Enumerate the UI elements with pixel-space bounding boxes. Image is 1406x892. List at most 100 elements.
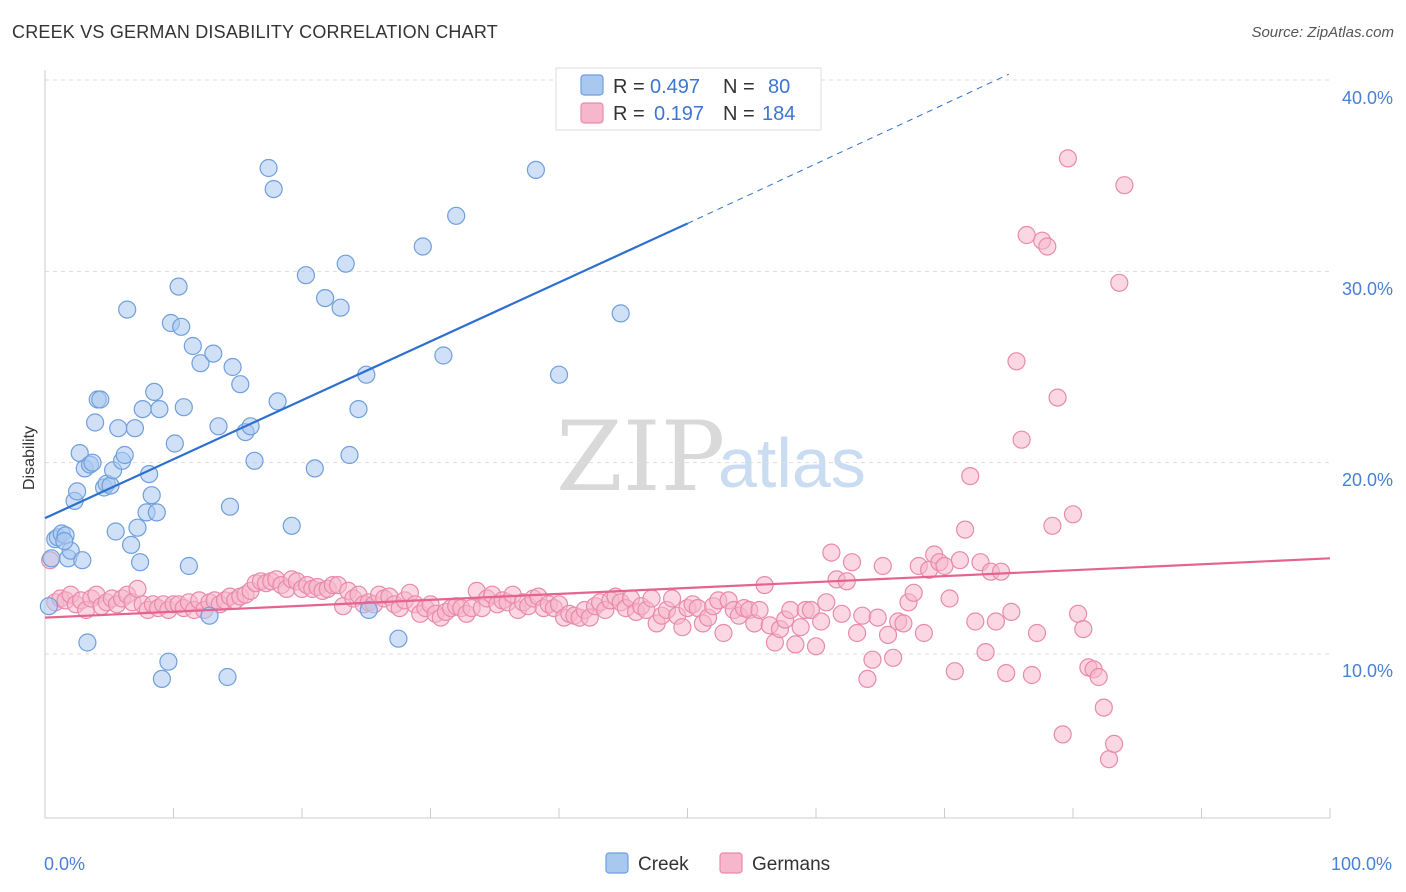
- creek-point-60: [264, 180, 283, 199]
- creek-point-54: [223, 357, 242, 377]
- german-point-205: [1094, 698, 1113, 717]
- creek-points: [39, 158, 630, 689]
- creek-point-26: [115, 445, 134, 465]
- legend-german-n-label: N =: [723, 103, 755, 125]
- german-point-207: [1104, 734, 1124, 754]
- creek-point-11: [73, 551, 92, 570]
- series-legend: Creek Germans: [605, 852, 830, 875]
- bottom-legend-german: Germans: [752, 854, 830, 875]
- creek-point-47: [183, 336, 202, 356]
- creek-point-71: [359, 600, 378, 620]
- stats-legend: R = 0.497 N = 80 R = 0.197 N = 184: [555, 67, 822, 131]
- creek-point-73: [413, 237, 432, 256]
- creek-point-13: [78, 633, 97, 652]
- creek-point-49: [200, 606, 219, 625]
- creek-point-79: [55, 531, 74, 551]
- german-point-175: [940, 589, 959, 608]
- german-point-123: [673, 618, 692, 637]
- creek-point-55: [231, 375, 250, 394]
- german-point-156: [842, 553, 862, 572]
- creek-point-16: [85, 413, 105, 432]
- y-tick-label-10: 10.0%: [1342, 661, 1393, 681]
- german-point-179: [961, 467, 980, 486]
- german-point-157: [847, 623, 867, 643]
- creek-point-28: [122, 535, 141, 555]
- x-tick-label-max: 100.0%: [1331, 854, 1392, 874]
- german-point-177: [950, 551, 970, 570]
- axes: [44, 70, 1331, 819]
- german-point-161: [868, 608, 887, 627]
- creek-point-64: [305, 459, 324, 478]
- creek-point-38: [150, 400, 169, 419]
- creek-point-35: [142, 486, 161, 505]
- german-point-163: [878, 625, 898, 645]
- german-point-200: [1068, 604, 1088, 623]
- german-point-168: [904, 583, 923, 602]
- creek-point-42: [165, 434, 184, 453]
- german-point-121: [662, 589, 682, 608]
- creek-point-46: [179, 556, 198, 576]
- legend-german-r-value: 0.197: [654, 103, 704, 125]
- creek-point-67: [336, 254, 355, 273]
- trend-lines: [44, 73, 1331, 619]
- german-point-117: [642, 589, 661, 608]
- x-tick-label-min: 0.0%: [44, 854, 85, 874]
- legend-swatch-german: [580, 102, 604, 124]
- german-point-199: [1063, 505, 1083, 524]
- y-tick-label-40: 40.0%: [1342, 88, 1393, 108]
- creek-point-36: [145, 382, 164, 401]
- creek-point-53: [220, 497, 240, 516]
- creek-point-51: [209, 417, 228, 436]
- y-axis-title: Disability: [21, 426, 38, 490]
- bottom-legend-swatch-creek: [605, 852, 629, 874]
- german-point-189: [1012, 430, 1031, 449]
- german-point-194: [1038, 237, 1057, 256]
- bottom-legend-creek: Creek: [638, 854, 689, 875]
- creek-point-45: [174, 398, 193, 417]
- german-point-192: [1027, 623, 1047, 643]
- german-point-206: [1099, 750, 1119, 769]
- german-point-182: [976, 642, 995, 662]
- creek-point-48: [191, 354, 210, 373]
- creek-point-32: [133, 400, 152, 419]
- german-point-186: [997, 663, 1016, 683]
- creek-point-61: [268, 392, 287, 411]
- creek-trend-line: [44, 222, 688, 520]
- creek-point-52: [218, 667, 237, 687]
- creek-point-30: [128, 518, 147, 537]
- german-trend-line: [44, 557, 1331, 619]
- creek-trend-extension: [687, 73, 1009, 224]
- german-point-158: [853, 606, 872, 625]
- watermark-zip: ZIP: [556, 401, 725, 513]
- german-point-176: [945, 662, 964, 681]
- creek-point-75: [447, 206, 466, 225]
- german-point-187: [1002, 602, 1021, 622]
- source-label: Source: ZipAtlas.com: [1251, 24, 1394, 41]
- legend-creek-r-value: 0.497: [650, 76, 700, 98]
- creek-point-62: [282, 516, 301, 535]
- german-point-184: [986, 612, 1006, 631]
- german-point-188: [1007, 352, 1026, 371]
- german-point-150: [811, 612, 831, 631]
- german-point-196: [1048, 388, 1067, 407]
- creek-point-15: [83, 453, 102, 472]
- german-point-180: [966, 612, 985, 631]
- creek-point-77: [549, 365, 569, 384]
- creek-point-68: [340, 445, 359, 465]
- creek-point-58: [245, 451, 264, 470]
- german-point-152: [822, 543, 841, 562]
- creek-point-44: [172, 317, 191, 336]
- german-point-201: [1074, 619, 1093, 639]
- legend-creek-r-label: R =: [613, 76, 645, 98]
- creek-point-29: [125, 419, 144, 438]
- creek-point-43: [169, 277, 188, 296]
- german-point-164: [883, 648, 903, 667]
- german-point-178: [955, 520, 975, 539]
- german-point-17: [128, 579, 147, 599]
- creek-point-50: [204, 344, 223, 363]
- creek-point-9: [67, 482, 87, 501]
- creek-point-72: [389, 629, 408, 648]
- y-tick-label-20: 20.0%: [1342, 470, 1393, 490]
- legend-creek-n-label: N =: [723, 76, 755, 98]
